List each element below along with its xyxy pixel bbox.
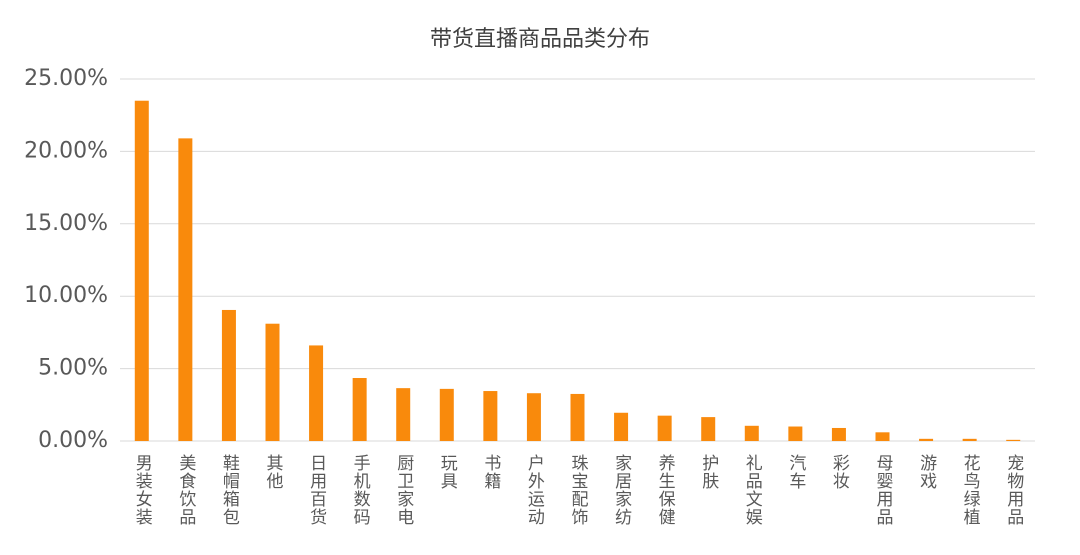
x-tick-label: 彩妆: [829, 454, 850, 490]
bar: [919, 438, 934, 441]
bar: [134, 100, 149, 441]
x-tick-label: 宠物用品: [1003, 454, 1024, 526]
x-tick-label: 游戏: [916, 454, 937, 490]
bar: [788, 426, 803, 441]
bar: [831, 427, 846, 441]
bar: [309, 345, 324, 441]
bar: [744, 425, 759, 441]
bar: [439, 388, 454, 441]
bar: [701, 417, 716, 441]
x-tick-label: 家居家纺: [611, 454, 632, 526]
x-tick-label: 日用百货: [306, 454, 327, 526]
x-tick-label: 花鸟绿植: [960, 454, 981, 526]
bar: [875, 432, 890, 441]
x-tick-label: 母婴用品: [873, 454, 894, 526]
y-tick-label: 25.00%: [24, 66, 108, 91]
bar: [526, 393, 541, 441]
x-tick-label: 汽车: [785, 454, 806, 490]
bar: [570, 393, 585, 441]
x-tick-label: 男装女装: [132, 454, 153, 526]
y-tick-label: 0.00%: [38, 428, 108, 453]
bar: [657, 415, 672, 441]
bar: [265, 323, 280, 441]
y-tick-label: 15.00%: [24, 211, 108, 236]
bar: [962, 438, 977, 441]
bar: [178, 138, 193, 442]
x-tick-label: 鞋帽箱包: [219, 454, 240, 526]
y-tick-label: 5.00%: [38, 356, 108, 381]
x-tick-label: 玩具: [437, 454, 458, 490]
y-tick-label: 20.00%: [24, 138, 108, 163]
x-tick-label: 其他: [263, 454, 284, 490]
x-tick-label: 珠宝配饰: [568, 454, 589, 526]
x-tick-label: 养生保健: [655, 454, 676, 526]
x-tick-label: 手机数码: [350, 454, 371, 526]
x-tick-label: 护肤: [698, 454, 719, 490]
bar: [396, 388, 411, 441]
x-tick-label: 礼品文娱: [742, 454, 763, 526]
x-tick-label: 美食饮品: [175, 454, 196, 526]
bar: [614, 412, 629, 441]
x-tick-label: 厨卫家电: [393, 454, 414, 526]
y-tick-label: 10.00%: [24, 283, 108, 308]
bar: [1006, 439, 1021, 441]
bar: [221, 309, 236, 441]
bar: [483, 391, 498, 441]
chart-title: 带货直播商品品类分布: [430, 27, 650, 52]
x-tick-label: 书籍: [480, 454, 501, 490]
bar: [352, 378, 367, 441]
x-tick-label: 户外运动: [524, 454, 545, 526]
